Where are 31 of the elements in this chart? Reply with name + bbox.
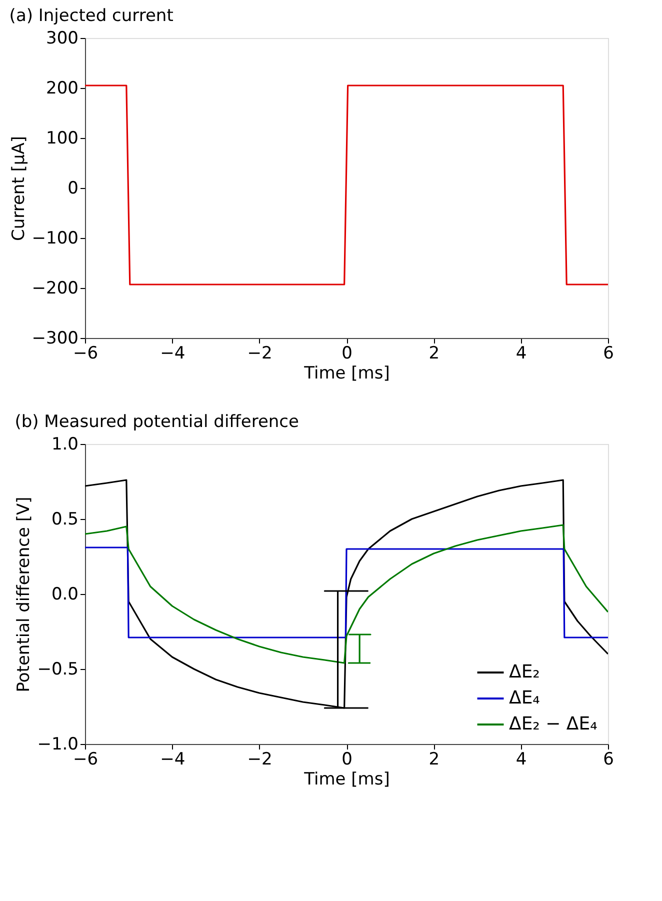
x-tick-label: 4	[516, 750, 527, 770]
chart-title: (b) Measured potential difference	[14, 412, 299, 432]
x-axis-title: Time [ms]	[303, 770, 390, 790]
y-tick-label: 0	[68, 178, 78, 198]
x-tick-label: 2	[428, 344, 440, 364]
legend-label: ΔE₂ − ΔE₄	[509, 714, 598, 734]
x-tick-label: 6	[603, 344, 614, 364]
y-tick-label: 0.5	[51, 510, 78, 530]
legend-label: ΔE₄	[509, 688, 540, 708]
y-axis-title: Potential difference [V]	[14, 496, 34, 692]
x-tick-label: −4	[160, 344, 186, 364]
y-tick-label: −200	[32, 278, 78, 298]
x-tick-label: 0	[342, 750, 352, 770]
y-tick-label: 200	[46, 78, 78, 98]
legend-label: ΔE₂	[509, 662, 540, 682]
y-tick-label: 300	[46, 28, 78, 48]
x-tick-label: 4	[516, 344, 527, 364]
x-tick-label: −2	[247, 344, 272, 364]
x-tick-label: 0	[342, 344, 352, 364]
x-tick-label: −4	[160, 750, 186, 770]
chart-title: (a) Injected current	[9, 6, 174, 26]
y-axis-title: Current [μA]	[8, 136, 29, 241]
y-tick-label: 100	[46, 128, 78, 148]
x-axis-title: Time [ms]	[303, 364, 390, 384]
x-tick-label: 6	[603, 750, 614, 770]
y-tick-label: −100	[32, 228, 78, 248]
y-tick-label: −0.5	[37, 660, 78, 680]
x-tick-label: −2	[247, 750, 272, 770]
y-tick-label: 1.0	[51, 434, 78, 454]
x-tick-label: 2	[428, 750, 440, 770]
y-tick-label: 0.0	[51, 584, 78, 604]
